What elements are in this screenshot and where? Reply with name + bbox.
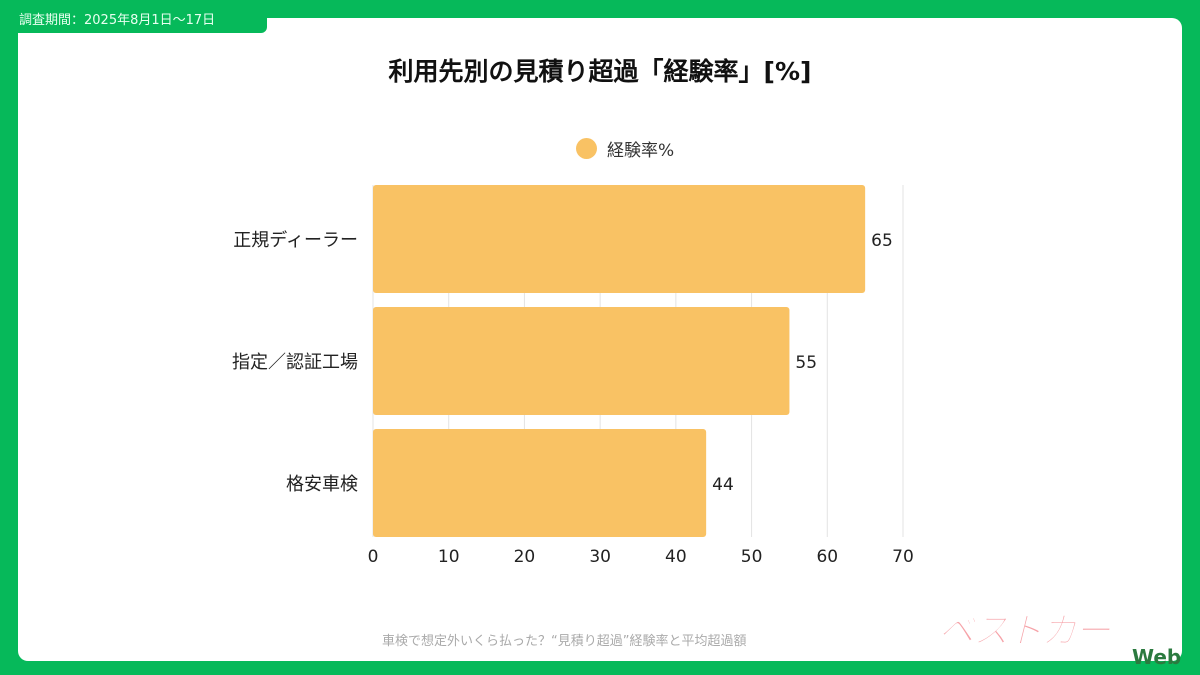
legend-label: 経験率% xyxy=(607,141,675,161)
category-label: 指定／認証工場 xyxy=(232,352,358,373)
data-label: 55 xyxy=(795,353,817,373)
x-tick-label: 30 xyxy=(589,547,611,567)
bar xyxy=(373,429,707,537)
category-label: 格安車検 xyxy=(286,474,358,495)
data-label: 44 xyxy=(712,475,734,495)
x-tick-label: 20 xyxy=(514,547,536,567)
legend: 経験率% xyxy=(576,136,674,161)
period-tab: 調査期間：2025年8月1日〜17日 xyxy=(0,0,267,33)
x-tick-label: 60 xyxy=(816,547,838,567)
x-tick-label: 70 xyxy=(892,547,914,567)
survey-period: 調査期間：2025年8月1日〜17日 xyxy=(19,13,216,28)
x-tick-label: 40 xyxy=(665,547,687,567)
bar xyxy=(373,307,790,415)
category-label: 正規ディーラー xyxy=(233,230,358,251)
x-tick-label: 10 xyxy=(438,547,460,567)
data-label: 65 xyxy=(871,231,893,251)
bestcar-logo: ベストカー xyxy=(938,611,1112,652)
x-tick-label: 50 xyxy=(741,547,763,567)
source-caption: 車検で想定外いくら払った？“見積り超過”経験率と平均超過額 xyxy=(382,634,747,649)
bar xyxy=(373,185,866,293)
legend-swatch xyxy=(576,138,597,159)
bestcar-logo-web: Web xyxy=(1132,645,1182,669)
chart-title: 利用先別の見積り超過「経験率」[%] xyxy=(388,57,812,86)
x-tick-label: 0 xyxy=(368,547,379,567)
